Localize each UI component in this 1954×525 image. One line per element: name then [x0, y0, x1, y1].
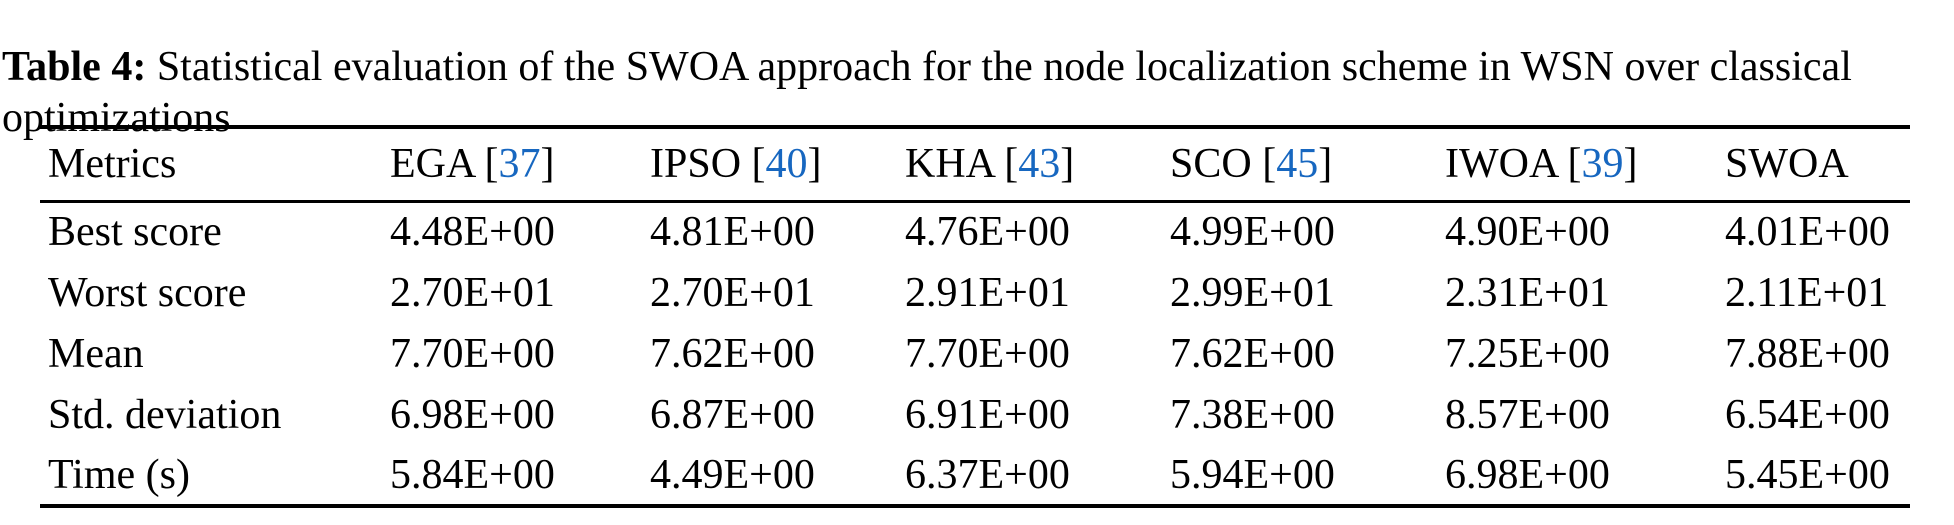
value-cell: 7.38E+00	[1170, 391, 1335, 438]
table-header-row: Metrics EGA [37] IPSO [40] KHA [43] SCO [45]…	[40, 127, 1910, 203]
value-cell: 7.62E+00	[1170, 330, 1335, 377]
value-cell: 4.49E+00	[650, 451, 815, 498]
value-cell: 5.45E+00	[1725, 451, 1890, 498]
value-cell: 7.70E+00	[390, 330, 555, 377]
column-header-label: KHA	[905, 141, 994, 188]
value-cell: 4.76E+00	[905, 209, 1070, 256]
metric-name-cell: Best score	[48, 209, 222, 256]
value-cell: 8.57E+00	[1445, 391, 1610, 438]
citation-link[interactable]: 40	[765, 141, 808, 188]
table-row: Std. deviation 6.98E+00 6.87E+00 6.91E+00 7.…	[40, 384, 1910, 445]
table-caption: Table 4: Statistical evaluation of the S…	[2, 42, 1952, 144]
column-header-label: SCO	[1170, 141, 1252, 188]
value-cell: 7.25E+00	[1445, 330, 1610, 377]
value-cell: 4.90E+00	[1445, 209, 1610, 256]
value-cell: 6.54E+00	[1725, 391, 1890, 438]
citation-link[interactable]: 43	[1018, 141, 1061, 188]
metric-name-cell: Std. deviation	[48, 391, 282, 438]
value-cell: 2.31E+01	[1445, 269, 1610, 316]
table-row: Worst score 2.70E+01 2.70E+01 2.91E+01 2.99E…	[40, 262, 1910, 323]
column-header-swoa: SWOA	[1725, 127, 1910, 203]
column-header-ipso: IPSO [40]	[650, 127, 905, 203]
value-cell: 2.11E+01	[1725, 269, 1889, 316]
metric-name-cell: Mean	[48, 330, 144, 377]
column-header-label: EGA	[390, 141, 474, 188]
value-cell: 4.48E+00	[390, 209, 555, 256]
table-row: Mean 7.70E+00 7.62E+00 7.70E+00 7.62E+00 7.25…	[40, 323, 1910, 384]
value-cell: 6.37E+00	[905, 451, 1070, 498]
table-body: Best score 4.48E+00 4.81E+00 4.76E+00 4.99E+…	[40, 201, 1910, 506]
citation-link[interactable]: 45	[1276, 141, 1319, 188]
value-cell: 2.99E+01	[1170, 269, 1335, 316]
citation-link[interactable]: 39	[1581, 141, 1624, 188]
column-header-ega: EGA [37]	[390, 127, 650, 203]
value-cell: 4.99E+00	[1170, 209, 1335, 256]
value-cell: 6.98E+00	[1445, 451, 1610, 498]
value-cell: 2.70E+01	[390, 269, 555, 316]
value-cell: 2.70E+01	[650, 269, 815, 316]
column-header-iwoa: IWOA [39]	[1445, 127, 1725, 203]
column-header-label: IPSO	[650, 141, 742, 188]
value-cell: 5.84E+00	[390, 451, 555, 498]
value-cell: 7.88E+00	[1725, 330, 1890, 377]
value-cell: 4.01E+00	[1725, 209, 1890, 256]
column-header-label: Metrics	[48, 141, 177, 188]
value-cell: 6.87E+00	[650, 391, 815, 438]
column-header-kha: KHA [43]	[905, 127, 1170, 203]
column-header-label: IWOA	[1445, 141, 1557, 188]
table-row: Best score 4.48E+00 4.81E+00 4.76E+00 4.99E+…	[40, 201, 1910, 262]
table-caption-text: Statistical evaluation of the SWOA appro…	[2, 44, 1852, 141]
value-cell: 5.94E+00	[1170, 451, 1335, 498]
statistics-table: Metrics EGA [37] IPSO [40] KHA [43] SCO [45]…	[40, 125, 1910, 508]
metric-name-cell: Worst score	[48, 269, 247, 316]
citation-link[interactable]: 37	[498, 141, 541, 188]
table-caption-label: Table 4:	[2, 44, 147, 90]
column-header-sco: SCO [45]	[1170, 127, 1445, 203]
value-cell: 4.81E+00	[650, 209, 815, 256]
metric-name-cell: Time (s)	[48, 451, 190, 498]
column-header-label: SWOA	[1725, 141, 1849, 188]
value-cell: 6.98E+00	[390, 391, 555, 438]
table-header: Metrics EGA [37] IPSO [40] KHA [43] SCO [45]…	[40, 127, 1910, 203]
value-cell: 7.70E+00	[905, 330, 1070, 377]
table-row: Time (s) 5.84E+00 4.49E+00 6.37E+00 5.94E+00…	[40, 445, 1910, 506]
column-header-metrics: Metrics	[40, 127, 390, 203]
value-cell: 2.91E+01	[905, 269, 1070, 316]
value-cell: 7.62E+00	[650, 330, 815, 377]
value-cell: 6.91E+00	[905, 391, 1070, 438]
